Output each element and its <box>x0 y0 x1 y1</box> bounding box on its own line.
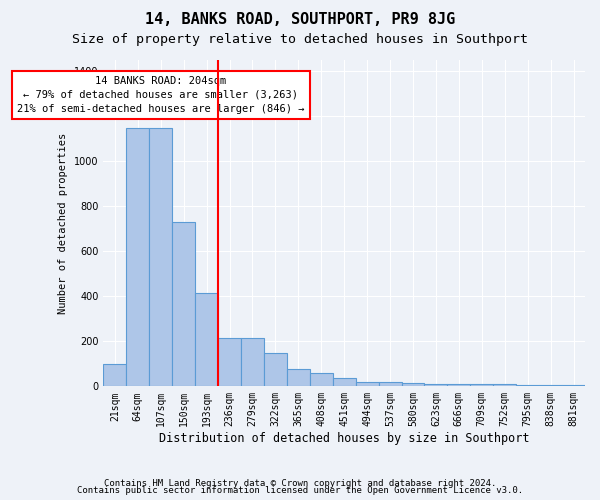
Bar <box>218 338 241 386</box>
Bar <box>149 128 172 386</box>
Bar <box>379 382 401 386</box>
Text: 14 BANKS ROAD: 204sqm
← 79% of detached houses are smaller (3,263)
21% of semi-d: 14 BANKS ROAD: 204sqm ← 79% of detached … <box>17 76 304 114</box>
Bar <box>448 384 470 386</box>
Bar <box>195 293 218 386</box>
Bar <box>401 383 424 386</box>
Bar <box>516 384 539 386</box>
Bar <box>103 364 127 386</box>
Text: Contains public sector information licensed under the Open Government Licence v3: Contains public sector information licen… <box>77 486 523 495</box>
Bar <box>470 384 493 386</box>
Bar <box>264 352 287 386</box>
Text: 14, BANKS ROAD, SOUTHPORT, PR9 8JG: 14, BANKS ROAD, SOUTHPORT, PR9 8JG <box>145 12 455 28</box>
Bar <box>287 370 310 386</box>
Y-axis label: Number of detached properties: Number of detached properties <box>58 132 68 314</box>
Bar <box>172 222 195 386</box>
Bar <box>424 384 448 386</box>
Bar <box>127 128 149 386</box>
Bar <box>493 384 516 386</box>
Bar <box>241 338 264 386</box>
Bar <box>310 373 333 386</box>
Text: Contains HM Land Registry data © Crown copyright and database right 2024.: Contains HM Land Registry data © Crown c… <box>104 478 496 488</box>
Bar <box>562 385 585 386</box>
Bar <box>356 382 379 386</box>
Bar <box>333 378 356 386</box>
Bar <box>539 384 562 386</box>
X-axis label: Distribution of detached houses by size in Southport: Distribution of detached houses by size … <box>159 432 529 445</box>
Text: Size of property relative to detached houses in Southport: Size of property relative to detached ho… <box>72 32 528 46</box>
